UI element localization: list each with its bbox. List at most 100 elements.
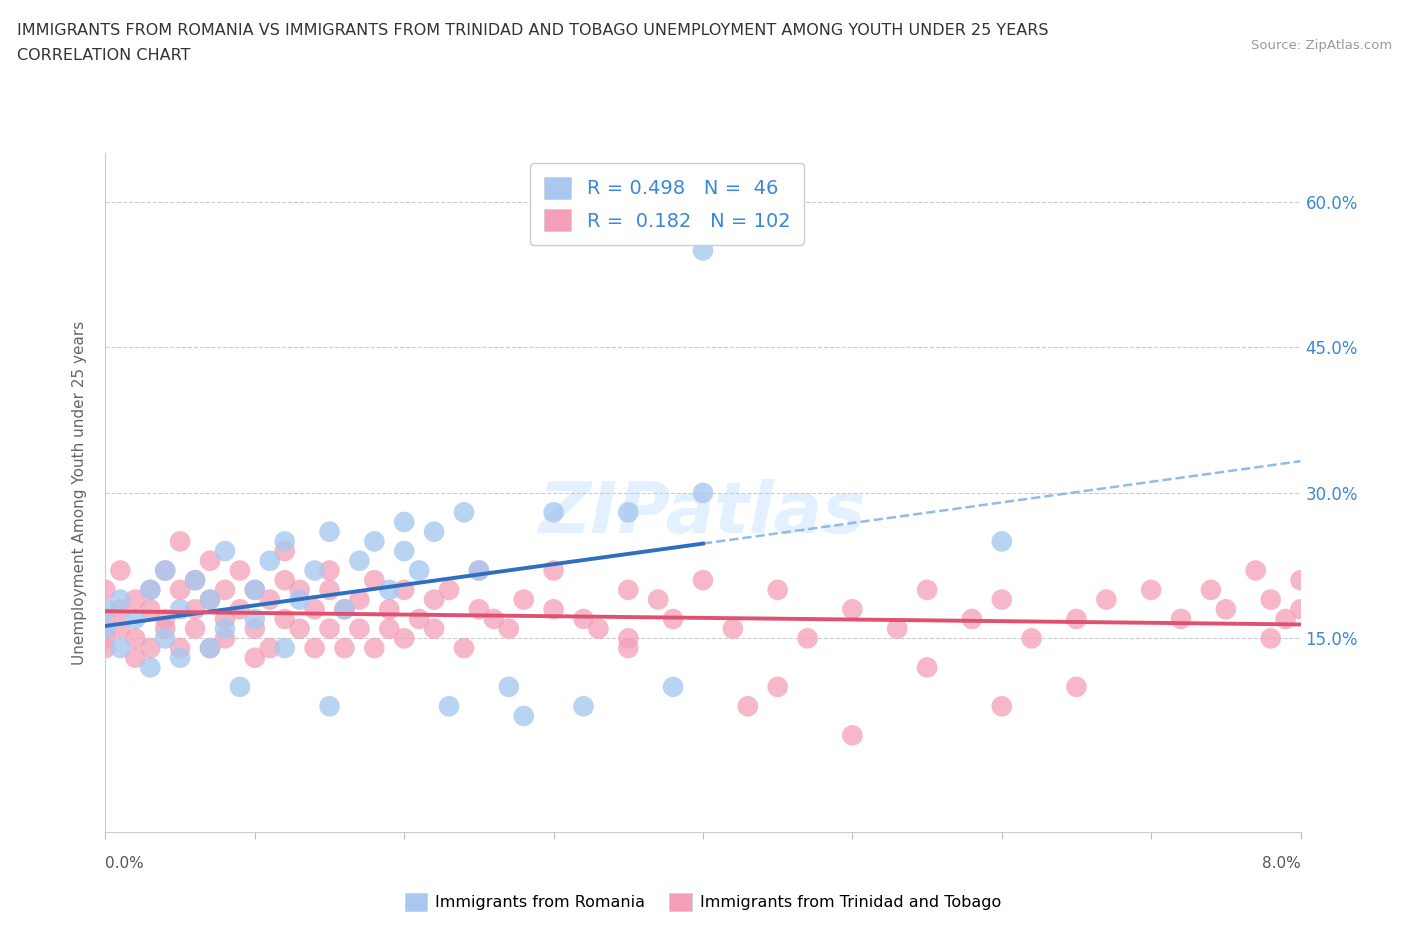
Point xyxy=(169,602,191,617)
Point xyxy=(1066,612,1088,627)
Text: 0.0%: 0.0% xyxy=(105,856,145,870)
Point xyxy=(318,582,340,597)
Legend: R = 0.498   N =  46, R =  0.182   N = 102: R = 0.498 N = 46, R = 0.182 N = 102 xyxy=(530,163,804,245)
Point xyxy=(394,631,416,645)
Point xyxy=(124,650,146,665)
Point xyxy=(437,582,460,597)
Point xyxy=(155,563,177,578)
Point xyxy=(155,563,177,578)
Point xyxy=(543,505,565,520)
Point xyxy=(274,573,297,588)
Point xyxy=(378,621,401,636)
Point xyxy=(198,553,221,568)
Point xyxy=(124,592,146,607)
Point xyxy=(408,563,430,578)
Point xyxy=(124,612,146,627)
Point xyxy=(363,573,385,588)
Point xyxy=(423,525,446,539)
Point xyxy=(543,602,565,617)
Point xyxy=(184,573,207,588)
Point xyxy=(304,563,326,578)
Point xyxy=(1066,680,1088,695)
Point xyxy=(423,621,446,636)
Point xyxy=(288,592,311,607)
Text: ZIPatlas: ZIPatlas xyxy=(540,479,866,548)
Point xyxy=(198,641,221,656)
Point xyxy=(214,621,236,636)
Point xyxy=(363,641,385,656)
Text: Source: ZipAtlas.com: Source: ZipAtlas.com xyxy=(1251,39,1392,52)
Point xyxy=(990,534,1012,549)
Point xyxy=(1244,563,1267,578)
Point xyxy=(841,728,863,743)
Point xyxy=(1021,631,1043,645)
Point xyxy=(169,650,191,665)
Point xyxy=(394,514,416,529)
Point xyxy=(274,612,297,627)
Point xyxy=(1095,592,1118,607)
Point xyxy=(886,621,908,636)
Point xyxy=(1170,612,1192,627)
Point xyxy=(333,641,356,656)
Point xyxy=(259,553,281,568)
Point xyxy=(1274,612,1296,627)
Point xyxy=(543,563,565,578)
Point xyxy=(378,582,401,597)
Point xyxy=(588,621,610,636)
Point xyxy=(572,698,595,713)
Point xyxy=(288,582,311,597)
Point xyxy=(229,680,252,695)
Point xyxy=(110,641,132,656)
Point xyxy=(110,563,132,578)
Point xyxy=(243,650,266,665)
Point xyxy=(617,641,640,656)
Point xyxy=(214,544,236,559)
Point xyxy=(110,602,132,617)
Point xyxy=(990,592,1012,607)
Point xyxy=(841,602,863,617)
Point xyxy=(437,698,460,713)
Point xyxy=(349,553,371,568)
Point xyxy=(304,602,326,617)
Point xyxy=(721,621,744,636)
Point xyxy=(468,563,491,578)
Point xyxy=(214,612,236,627)
Point xyxy=(243,582,266,597)
Point xyxy=(349,592,371,607)
Point xyxy=(259,641,281,656)
Point xyxy=(915,582,938,597)
Point xyxy=(692,573,714,588)
Point xyxy=(318,621,340,636)
Point xyxy=(349,621,371,636)
Point xyxy=(318,563,340,578)
Point xyxy=(139,602,162,617)
Point xyxy=(318,698,340,713)
Point xyxy=(1260,631,1282,645)
Legend: Immigrants from Romania, Immigrants from Trinidad and Tobago: Immigrants from Romania, Immigrants from… xyxy=(399,886,1007,917)
Text: 8.0%: 8.0% xyxy=(1261,856,1301,870)
Text: IMMIGRANTS FROM ROMANIA VS IMMIGRANTS FROM TRINIDAD AND TOBAGO UNEMPLOYMENT AMON: IMMIGRANTS FROM ROMANIA VS IMMIGRANTS FR… xyxy=(17,23,1049,38)
Point xyxy=(214,631,236,645)
Point xyxy=(363,534,385,549)
Point xyxy=(990,698,1012,713)
Point xyxy=(1215,602,1237,617)
Point xyxy=(274,544,297,559)
Point xyxy=(1289,573,1312,588)
Point xyxy=(617,582,640,597)
Point xyxy=(184,573,207,588)
Point xyxy=(766,680,789,695)
Point xyxy=(198,592,221,607)
Point xyxy=(915,660,938,675)
Point xyxy=(198,592,221,607)
Point xyxy=(139,641,162,656)
Point xyxy=(243,621,266,636)
Point xyxy=(766,582,789,597)
Point xyxy=(662,680,685,695)
Point xyxy=(378,602,401,617)
Point xyxy=(94,602,117,617)
Point xyxy=(229,563,252,578)
Point xyxy=(423,592,446,607)
Point xyxy=(333,602,356,617)
Point xyxy=(796,631,818,645)
Point xyxy=(274,641,297,656)
